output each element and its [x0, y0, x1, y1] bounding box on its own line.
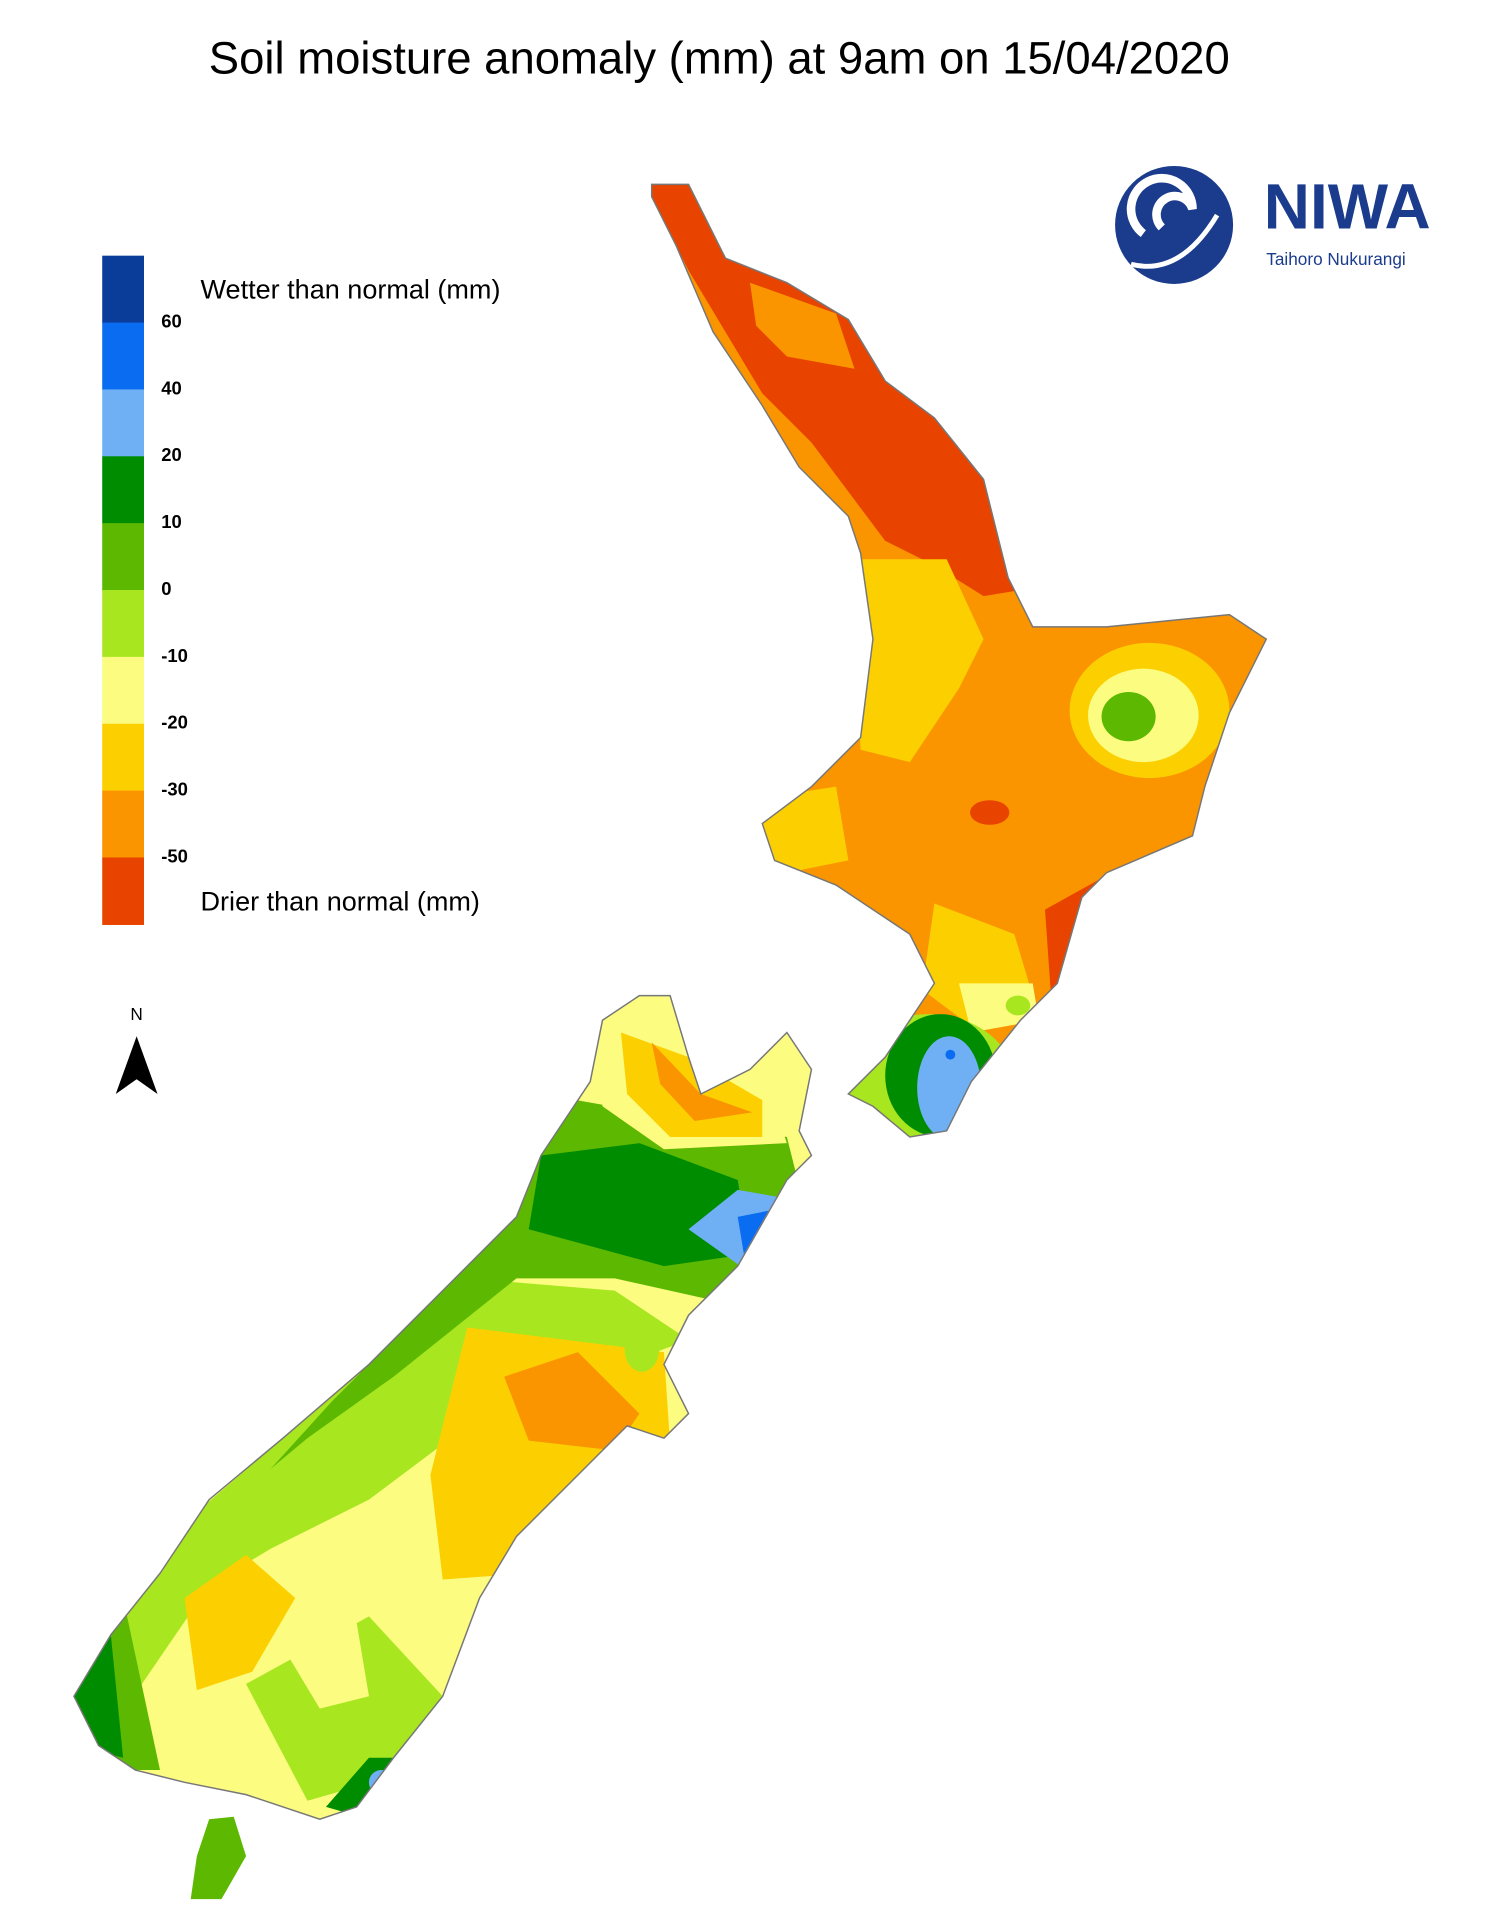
map-region [945, 1049, 956, 1060]
legend-tick-label: 40 [161, 377, 182, 398]
legend-tick-label: -50 [161, 845, 188, 866]
map-region [282, 1622, 369, 1709]
north-island [650, 183, 1268, 1138]
map-region [848, 559, 984, 763]
map-region [651, 184, 1021, 597]
legend-wetter-label: Wetter than normal (mm) [201, 274, 501, 304]
coastline [650, 183, 1268, 1138]
legend: 60 40 20 10 0 -10 -20 -30 -50 Wetter than normal … [102, 255, 501, 925]
legend-drier-label: Drier than normal (mm) [201, 887, 480, 917]
legend-tick-label: -20 [161, 712, 188, 733]
legend-swatch [102, 656, 145, 725]
map-region [970, 800, 1010, 825]
legend-tick-label: 10 [161, 511, 182, 532]
map-region [750, 282, 855, 369]
legend-swatch [102, 523, 145, 591]
legend-swatch [102, 857, 145, 925]
map-region [624, 1327, 660, 1372]
legend-tick-label: 20 [161, 444, 182, 465]
map-title: Soil moisture anomaly (mm) at 9am on 15/… [209, 32, 1230, 83]
map-region [958, 983, 1039, 1033]
map-region [737, 1210, 769, 1254]
legend-swatch [102, 255, 145, 324]
map-region [184, 1554, 296, 1691]
legend-tick-label: 60 [161, 310, 182, 331]
map-region [528, 1143, 750, 1267]
map-region [1101, 692, 1156, 742]
logo-subtitle: Taihoro Nukurangi [1266, 249, 1405, 269]
legend-swatch [102, 590, 145, 658]
legend-swatch [102, 322, 145, 391]
stewart-island [190, 1816, 247, 1900]
legend-swatch [102, 456, 145, 524]
logo-swirl [1126, 173, 1197, 237]
logo-emblem [1115, 165, 1234, 284]
coastline [73, 994, 813, 1820]
legend-tick-label: 0 [161, 578, 171, 599]
legend-tick-label: -10 [161, 645, 188, 666]
map-region [651, 1042, 753, 1122]
south-island [73, 994, 813, 1900]
map-region [688, 1189, 787, 1269]
legend-tick-label: -30 [161, 778, 188, 799]
legend-swatch [102, 790, 145, 859]
legend-swatch [102, 389, 145, 457]
map-region [756, 786, 849, 873]
logo-swirl [1130, 213, 1220, 269]
map-region [1005, 995, 1031, 1016]
logo: NIWA Taihoro Nukurangi [1115, 165, 1431, 284]
map-region [504, 1352, 640, 1451]
logo-name: NIWA [1264, 170, 1431, 242]
legend-swatch [102, 723, 145, 792]
north-label: N [130, 1004, 142, 1024]
map-region [73, 1634, 124, 1758]
north-arrow [115, 1036, 158, 1094]
